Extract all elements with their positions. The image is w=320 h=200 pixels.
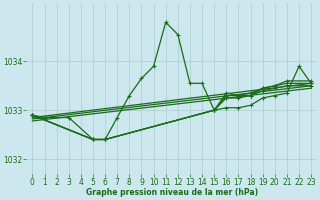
X-axis label: Graphe pression niveau de la mer (hPa): Graphe pression niveau de la mer (hPa) xyxy=(86,188,258,197)
